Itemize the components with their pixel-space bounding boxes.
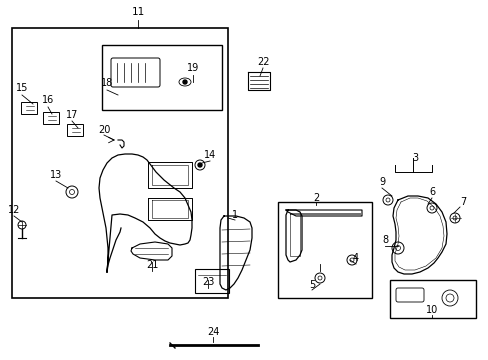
Text: 7: 7 xyxy=(459,197,465,207)
Text: 15: 15 xyxy=(16,83,28,93)
Bar xyxy=(278,202,371,298)
Bar xyxy=(389,280,475,318)
Text: 11: 11 xyxy=(131,7,144,17)
Text: 5: 5 xyxy=(308,280,314,290)
Text: 2: 2 xyxy=(312,193,319,203)
Text: 20: 20 xyxy=(98,125,110,135)
Text: 16: 16 xyxy=(42,95,54,105)
Text: 13: 13 xyxy=(50,170,62,180)
Text: 10: 10 xyxy=(425,305,437,315)
Text: 6: 6 xyxy=(428,187,434,197)
Text: 24: 24 xyxy=(206,327,219,337)
Circle shape xyxy=(198,163,202,167)
Text: 12: 12 xyxy=(8,205,20,215)
Text: 18: 18 xyxy=(101,78,113,88)
Text: 17: 17 xyxy=(66,110,78,120)
Bar xyxy=(12,28,227,298)
Text: 8: 8 xyxy=(381,235,387,245)
Text: 1: 1 xyxy=(231,210,238,220)
Text: 19: 19 xyxy=(186,63,199,73)
Text: 9: 9 xyxy=(378,177,384,187)
Circle shape xyxy=(183,80,186,84)
Text: 14: 14 xyxy=(203,150,216,160)
Text: 4: 4 xyxy=(352,253,358,263)
Bar xyxy=(102,45,222,110)
Text: 22: 22 xyxy=(256,57,269,67)
Text: 23: 23 xyxy=(202,277,214,287)
Text: 21: 21 xyxy=(145,260,158,270)
Text: 3: 3 xyxy=(411,153,417,163)
